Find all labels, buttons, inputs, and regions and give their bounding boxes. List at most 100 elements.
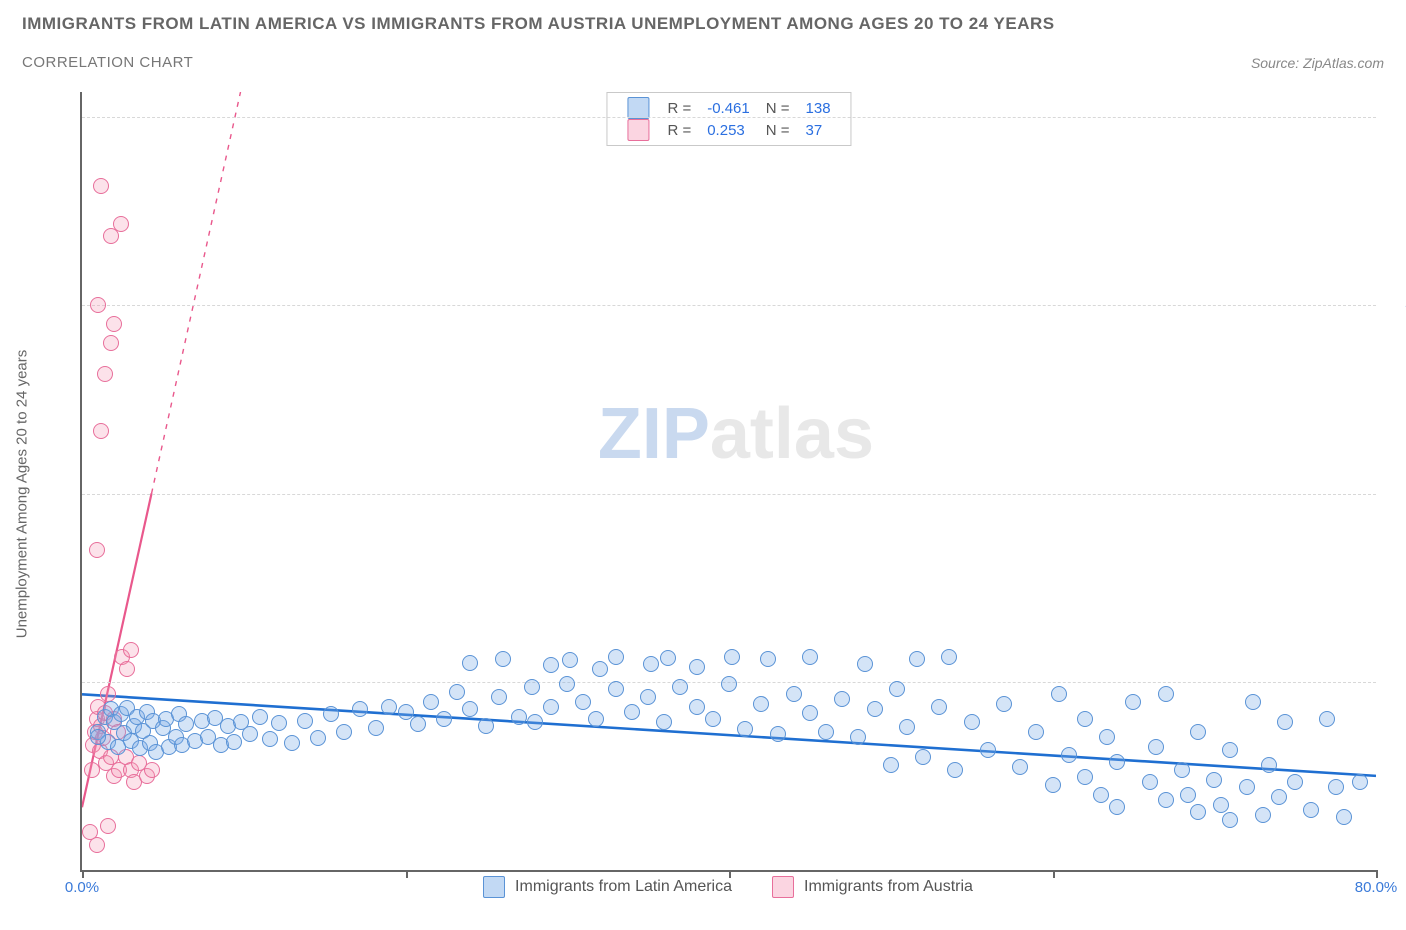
data-point	[1077, 769, 1093, 785]
data-point	[1109, 799, 1125, 815]
data-point	[543, 657, 559, 673]
legend-n-value: 37	[798, 119, 839, 141]
data-point	[1190, 804, 1206, 820]
data-point	[478, 718, 494, 734]
data-point	[721, 676, 737, 692]
data-point	[242, 726, 258, 742]
data-point	[689, 659, 705, 675]
data-point	[850, 729, 866, 745]
legend-swatch	[627, 97, 649, 119]
legend-stats: R =-0.461N =138R =0.253N =37	[606, 92, 851, 146]
gridline	[82, 117, 1376, 118]
data-point	[672, 679, 688, 695]
data-point	[252, 709, 268, 725]
data-point	[1190, 724, 1206, 740]
data-point	[724, 649, 740, 665]
plot-container: Unemployment Among Ages 20 to 24 years Z…	[22, 92, 1384, 896]
data-point	[1093, 787, 1109, 803]
data-point	[643, 656, 659, 672]
legend-stat-row: R =0.253N =37	[619, 119, 838, 141]
data-point	[899, 719, 915, 735]
data-point	[1222, 812, 1238, 828]
data-point	[1336, 809, 1352, 825]
data-point	[1255, 807, 1271, 823]
y-tick-label: 60.0%	[1384, 109, 1406, 126]
legend-swatch	[772, 876, 794, 898]
data-point	[271, 715, 287, 731]
data-point	[336, 724, 352, 740]
legend-swatch	[483, 876, 505, 898]
data-point	[883, 757, 899, 773]
data-point	[262, 731, 278, 747]
data-point	[524, 679, 540, 695]
data-point	[436, 711, 452, 727]
data-point	[1352, 774, 1368, 790]
legend-r-value: 0.253	[699, 119, 758, 141]
data-point	[144, 762, 160, 778]
data-point	[310, 730, 326, 746]
data-point	[123, 642, 139, 658]
data-point	[802, 649, 818, 665]
data-point	[559, 676, 575, 692]
data-point	[1222, 742, 1238, 758]
x-tick-mark	[1376, 870, 1378, 878]
data-point	[1245, 694, 1261, 710]
data-point	[624, 704, 640, 720]
legend-swatch	[627, 119, 649, 141]
data-point	[1158, 686, 1174, 702]
data-point	[511, 709, 527, 725]
data-point	[1077, 711, 1093, 727]
data-point	[1174, 762, 1190, 778]
data-point	[495, 651, 511, 667]
y-tick-label: 15.0%	[1384, 673, 1406, 690]
data-point	[1051, 686, 1067, 702]
data-point	[97, 366, 113, 382]
data-point	[1099, 729, 1115, 745]
data-point	[834, 691, 850, 707]
data-point	[1277, 714, 1293, 730]
data-point	[284, 735, 300, 751]
data-point	[1213, 797, 1229, 813]
data-point	[705, 711, 721, 727]
legend-series-label: Immigrants from Austria	[804, 878, 973, 896]
data-point	[760, 651, 776, 667]
trendlines	[82, 92, 1376, 870]
data-point	[996, 696, 1012, 712]
data-point	[89, 542, 105, 558]
data-point	[1319, 711, 1335, 727]
data-point	[1045, 777, 1061, 793]
data-point	[398, 704, 414, 720]
data-point	[103, 335, 119, 351]
data-point	[1061, 747, 1077, 763]
legend-series-label: Immigrants from Latin America	[515, 878, 732, 896]
data-point	[608, 681, 624, 697]
data-point	[1180, 787, 1196, 803]
data-point	[178, 716, 194, 732]
data-point	[449, 684, 465, 700]
legend-r-value: -0.461	[699, 97, 758, 119]
source-label: Source: ZipAtlas.com	[1251, 55, 1384, 71]
data-point	[857, 656, 873, 672]
y-axis-label: Unemployment Among Ages 20 to 24 years	[14, 350, 31, 639]
data-point	[562, 652, 578, 668]
legend-series-item: Immigrants from Latin America	[483, 876, 732, 898]
plot-area: ZIPatlas R =-0.461N =138R =0.253N =37 15…	[80, 92, 1376, 872]
data-point	[1303, 802, 1319, 818]
data-point	[1287, 774, 1303, 790]
data-point	[368, 720, 384, 736]
data-point	[527, 714, 543, 730]
chart-subtitle: CORRELATION CHART	[22, 54, 193, 71]
data-point	[1158, 792, 1174, 808]
chart-title: IMMIGRANTS FROM LATIN AMERICA VS IMMIGRA…	[22, 14, 1384, 34]
data-point	[980, 742, 996, 758]
data-point	[1142, 774, 1158, 790]
data-point	[1148, 739, 1164, 755]
watermark-atlas: atlas	[710, 394, 874, 474]
data-point	[947, 762, 963, 778]
data-point	[964, 714, 980, 730]
data-point	[352, 701, 368, 717]
data-point	[543, 699, 559, 715]
y-tick-label: 30.0%	[1384, 485, 1406, 502]
data-point	[889, 681, 905, 697]
data-point	[786, 686, 802, 702]
